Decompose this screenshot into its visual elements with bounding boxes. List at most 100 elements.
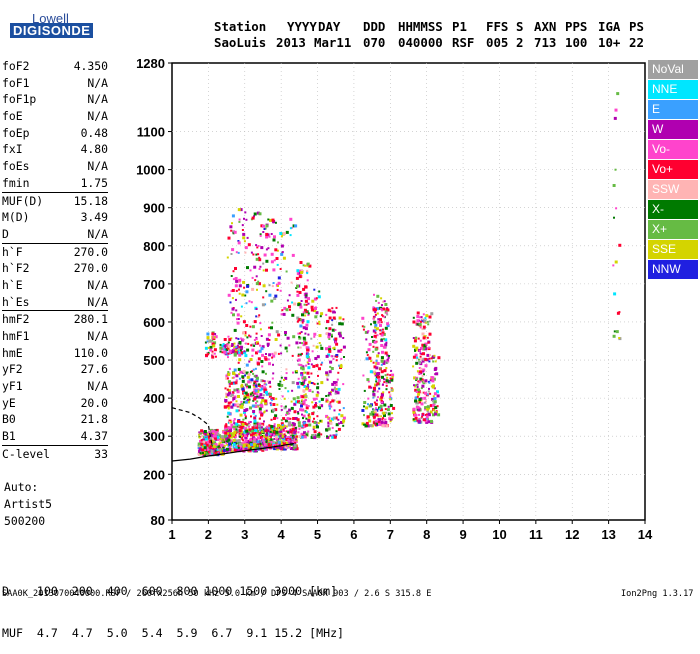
echo-point [256,362,260,366]
echo-point [280,376,283,379]
echo-point [238,218,241,221]
echo-point [434,373,437,376]
echo-point [415,391,418,393]
echo-point [244,342,247,345]
echo-point [383,369,387,373]
echo-point [283,379,285,381]
echo-point [242,369,246,373]
echo-point [299,305,303,309]
echo-point [275,257,279,260]
echo-point [268,339,271,341]
echo-point [374,413,377,416]
echo-point [255,336,258,339]
echo-point [261,345,265,349]
echo-point [377,318,380,321]
echo-point [313,383,316,386]
echo-point [232,270,235,273]
echo-point [274,408,278,412]
echo-point [287,436,290,440]
echo-point [430,357,433,360]
echo-point [293,402,297,406]
echo-point [265,224,269,228]
echo-point [416,386,419,388]
echo-point [392,406,396,410]
echo-point [338,322,342,326]
echo-point [305,346,309,350]
echo-point [412,365,415,368]
echo-point [235,279,239,283]
echo-point [223,405,227,409]
echo-point [382,307,386,311]
header-label: IGA [598,19,621,34]
echo-point [251,287,255,291]
echo-point [272,403,276,406]
echo-point [244,417,247,420]
echo-point [209,348,213,352]
echo-point [198,447,202,451]
echo-point [202,443,206,447]
echo-point [422,313,425,316]
echo-point [338,364,341,367]
header-value: 070 [363,35,386,50]
echo-point [316,425,319,429]
echo-point [275,397,278,400]
echo-point [277,333,281,337]
echo-point [424,391,428,395]
echo-point [271,356,274,359]
header-label: HHMMSS [398,19,443,34]
echo-point [244,427,248,431]
echo-point [373,340,377,344]
echo-point [319,315,322,318]
echo-point [264,303,267,306]
echo-point [260,429,263,432]
echo-point [211,350,214,353]
echo-point [280,313,283,316]
echo-point [267,218,270,221]
echo-point [335,342,339,346]
echo-point [296,284,299,288]
echo-point [233,418,236,420]
echo-point [365,406,369,410]
echo-point [318,436,321,438]
echo-point [227,341,230,344]
echo-point [305,432,309,436]
echo-point [386,373,389,376]
echo-point [238,358,242,362]
echo-point [427,341,430,344]
echo-point [231,432,234,435]
echo-point [426,405,430,409]
echo-point [268,438,271,441]
echo-point [268,362,271,366]
echo-point [227,335,230,338]
echo-point [378,414,381,417]
echo-point [388,380,391,383]
param-label: foF1 [2,75,30,90]
echo-point [335,388,338,390]
echo-point [238,278,242,282]
echo-point [294,446,297,449]
echo-point [232,438,236,442]
echo-point [316,386,320,390]
echo-point [435,372,439,376]
echo-point [198,431,201,434]
echo-point [382,411,386,415]
echo-point [257,395,261,399]
header-label: FFS [486,19,509,34]
echo-point [226,432,230,436]
echo-point [279,344,282,347]
echo-point [303,421,307,425]
echo-point [318,290,321,293]
echo-point [325,371,329,375]
echo-point [244,434,247,438]
echo-point [203,430,207,433]
echo-point [273,351,277,355]
echo-point [307,415,311,419]
echo-point [211,342,215,346]
echo-point [296,418,300,422]
echo-point [224,426,227,430]
echo-point [372,345,375,348]
echo-point [254,449,258,453]
echo-point [303,379,306,382]
echo-point [253,391,256,394]
echo-point [235,379,238,382]
